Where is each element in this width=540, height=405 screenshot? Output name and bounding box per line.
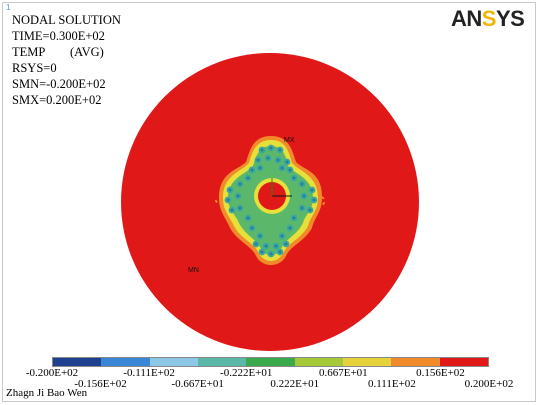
info-rsys: RSYS=0	[12, 61, 57, 75]
cooling-dot-center	[269, 252, 273, 256]
cooling-dot-center	[264, 244, 268, 248]
cooling-dot-center	[280, 234, 284, 238]
cooling-dot-center	[308, 208, 312, 212]
info-time: TIME=0.300E+02	[12, 29, 105, 43]
plot-footer: Zhagn Ji Bao Wen	[6, 387, 88, 399]
cooling-dot-center	[236, 194, 240, 198]
cooling-dot-center	[284, 242, 288, 246]
cooling-dot-center	[288, 226, 292, 230]
cooling-dot-center	[246, 216, 250, 220]
cooling-dot-center	[278, 250, 282, 254]
legend-label-top: -0.111E+02	[123, 367, 175, 379]
info-temp-avg: (AVG)	[70, 45, 104, 59]
cooling-dot-center	[274, 244, 278, 248]
cooling-dot-center	[269, 146, 273, 150]
cooling-dot-center	[312, 198, 316, 202]
cooling-dot-center	[226, 198, 230, 202]
cooling-dot-center	[285, 160, 289, 164]
legend-label-bottom: 0.200E+02	[464, 378, 514, 390]
cooling-dot-center	[258, 234, 262, 238]
cooling-dot-center	[258, 166, 262, 170]
cooling-channel-dots	[224, 144, 318, 258]
info-temp-line: TEMP (AVG)	[12, 44, 121, 60]
cooling-dot-center	[266, 156, 270, 160]
legend-color-bar	[52, 357, 489, 367]
legend-label-bottom: 0.222E+01	[270, 378, 320, 390]
cooling-dot-center	[278, 148, 282, 152]
legend-label-top: 0.667E+01	[318, 367, 368, 379]
info-title: NODAL SOLUTION	[12, 13, 121, 27]
graphics-window-frame	[2, 2, 536, 402]
cooling-dot-center	[238, 206, 242, 210]
cooling-dot-center	[292, 216, 296, 220]
legend-label-top: -0.222E+01	[220, 367, 273, 379]
cooling-dot-center	[228, 188, 232, 192]
cooling-dot-center	[250, 168, 254, 172]
legend-swatch	[294, 358, 343, 366]
cooling-dot-center	[288, 168, 292, 172]
cooling-dot-center	[246, 176, 250, 180]
legend-swatch	[391, 358, 440, 366]
min-marker: MN	[188, 267, 199, 274]
legend-swatch	[197, 358, 247, 366]
legend-swatch	[149, 358, 198, 366]
info-smx: SMX=0.200E+02	[12, 93, 102, 107]
ansys-logo: ANSYS	[451, 6, 525, 31]
legend-swatch	[101, 358, 150, 366]
cooling-dot-center	[300, 206, 304, 210]
cooling-dot-center	[250, 226, 254, 230]
cooling-pattern	[219, 136, 323, 265]
legend-swatch	[53, 358, 102, 366]
cooling-dot-center	[300, 182, 304, 186]
legend-swatch	[342, 358, 392, 366]
result-info-panel: NODAL SOLUTION TIME=0.300E+02 TEMP (AVG) …	[12, 12, 121, 108]
max-marker: MX	[284, 137, 295, 144]
legend-label-top: 0.156E+02	[416, 367, 465, 379]
cooling-dot-center	[256, 158, 260, 162]
cooling-dot-center	[310, 188, 314, 192]
cooling-dot-center	[230, 208, 234, 212]
legend-swatch	[439, 358, 488, 366]
window-number: 1	[6, 3, 11, 12]
legend-label-top: -0.200E+02	[25, 367, 79, 379]
info-smn: SMN=-0.200E+02	[12, 77, 106, 91]
cooling-dot-center	[260, 250, 264, 254]
legend-label-bottom: 0.111E+02	[367, 378, 416, 390]
cooling-dot-center	[292, 176, 296, 180]
legend-label-bottom: -0.667E+01	[171, 378, 224, 390]
cooling-dot-center	[260, 148, 264, 152]
cooling-dot-center	[280, 166, 284, 170]
legend-label-bottom: -0.156E+02	[74, 378, 127, 390]
cooling-dot-center	[302, 194, 306, 198]
cooling-dot-center	[238, 182, 242, 186]
info-temp: TEMP	[12, 45, 46, 59]
legend-swatch	[246, 358, 295, 366]
cooling-dot-center	[254, 242, 258, 246]
cooling-dot-center	[276, 158, 280, 162]
